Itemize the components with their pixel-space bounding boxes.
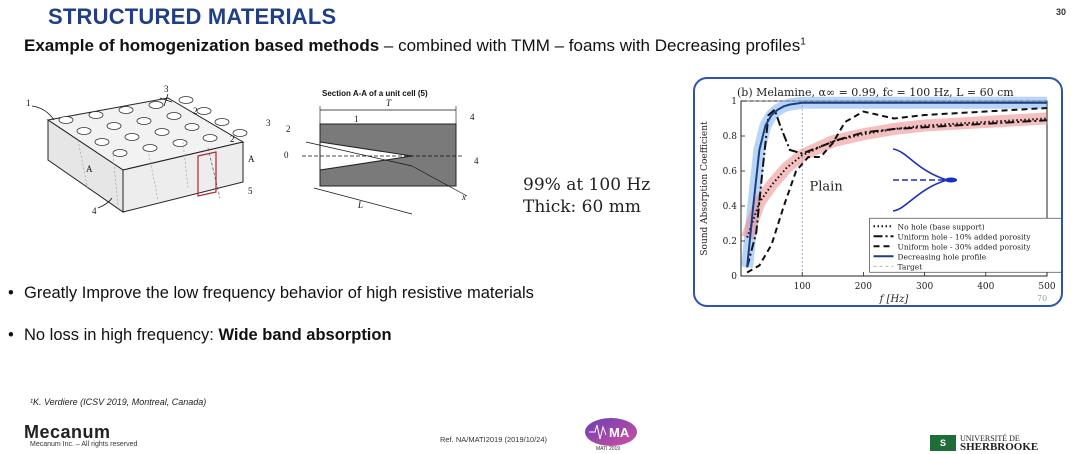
chart-title: (b) Melamine, α∞ = 0.99, fc = 100 Hz, L … [737,86,1014,99]
mecanum-logo: Mecanum [24,422,111,442]
perforated-block-figure: 1 3 2 2 A A 5 4 [26,84,255,216]
fig-left-label-5: 5 [248,186,253,196]
subtitle-footnote-mark: 1 [800,36,806,48]
fig-mid-label-4a: 4 [470,112,475,122]
mecanum-copyright: Mecanum Inc. – All rights reserved [30,441,138,448]
fig-mid-label-x: x [461,192,466,202]
fig-left-label-3: 3 [164,84,169,94]
absorption-chart: (b) Melamine, α∞ = 0.99, fc = 100 Hz, L … [700,86,1080,305]
perforation-hole [148,101,164,109]
footnote: ¹K. Verdiere (ICSV 2019, Montreal, Canad… [30,397,207,407]
chart-corner-label: 70 [1037,294,1047,303]
fig-left-label-2b: 2 [230,134,235,144]
perforation-hole [232,129,248,137]
perforation-hole [142,144,158,152]
bullet-bold-text: Wide band absorption [218,326,392,344]
bullet-list: Greatly Improve the low frequency behavi… [8,283,568,345]
fig-mid-label-3: 3 [266,118,271,128]
series-line-0 [746,117,1048,238]
x-tick-label: 400 [977,282,994,292]
y-tick-label: 0 [731,272,737,282]
subtitle-bold: Example of homogenization based methods [24,36,380,55]
section-title: Section A-A of a unit cell (5) [322,89,428,98]
fig-left-label-2a: 2 [193,106,198,116]
perforation-hole [196,107,212,115]
perforation-hole [202,134,218,142]
subtitle-rest: – combined with TMM – foams with Decreas… [379,36,801,55]
perforation-hole [178,96,194,104]
perforation-hole [124,133,140,141]
fig-mid-label-l: L [357,200,363,210]
bullet-item: Greatly Improve the low frequency behavi… [8,283,568,303]
perforation-hole [94,138,110,146]
bullet-text: No loss in high frequency: [24,326,219,344]
perforation-hole [88,111,104,119]
overlay-line-2: Thick: 60 mm [523,197,641,217]
mati-logo-text: MA [609,425,630,440]
fig-mid-label-2: 2 [286,124,291,134]
bullet-item: No loss in high frequency: Wide band abs… [8,325,568,345]
perforation-hole [214,118,230,126]
y-tick-label: 0.8 [723,132,738,142]
fig-left-label-4: 4 [92,206,97,216]
sherbrooke-badge: S [930,435,956,451]
fig-left-label-1: 1 [26,98,31,108]
fig-mid-label-4b: 4 [474,156,479,166]
y-tick-label: 1 [731,97,737,107]
perforation-hole [58,116,74,124]
x-tick-label: 100 [794,282,811,292]
y-tick-label: 0.4 [723,202,738,212]
perforation-hole [106,122,122,130]
perforation-hole [136,117,152,125]
legend-entry: Decreasing hole profile [898,252,987,261]
y-axis-label: Sound Absorption Coefficient [700,121,710,256]
y-tick-label: 0.2 [723,237,737,247]
x-tick-label: 500 [1038,282,1055,292]
reference-text: Ref. NA/MATI2019 (2019/10/24) [440,435,547,444]
unit-cell-section-figure: Section A-A of a unit cell (5) 1 4 3 2 0… [266,89,479,215]
fig-mid-label-t: T [386,98,392,108]
perforation-hole [154,128,170,136]
profile-tip [945,177,957,183]
slide-subtitle: Example of homogenization based methods … [24,36,806,56]
perforation-hole [184,123,200,131]
absorption-chart-frame: (b) Melamine, α∞ = 0.99, fc = 100 Hz, L … [693,77,1080,307]
legend-entry: Target [898,262,923,271]
legend-entry: Uniform hole - 10% added porosity [898,232,1032,241]
slide-number: 30 [1055,7,1066,17]
x-tick-label: 300 [916,282,933,292]
slide-title: STRUCTURED MATERIALS [48,4,337,29]
fig-left-label-a1: A [86,164,93,174]
mati-caption: MATI 2019 [596,446,621,452]
university-line-1: UNIVERSITÉ DE [960,434,1020,443]
overlay-line-1: 99% at 100 Hz [523,175,651,195]
legend-entry: Uniform hole - 30% added porosity [898,242,1032,251]
perforation-hole [166,112,182,120]
fig-left-label-a2: A [248,154,255,164]
y-tick-label: 0.6 [723,167,738,177]
perforation-hole [172,139,188,147]
bullet-text: Greatly Improve the low frequency behavi… [24,284,534,302]
legend-entry: No hole (base support) [898,222,985,231]
x-tick-label: 200 [855,282,872,292]
university-line-2: SHERBROOKE [960,441,1039,453]
series-line-3 [746,101,1047,268]
sherbrooke-logo: S UNIVERSITÉ DE SHERBROOKE [930,434,1039,453]
perforation-hole [112,149,128,157]
fig-mid-label-1: 1 [354,114,359,124]
x-axis-label: f [Hz] [879,294,909,305]
fig-mid-label-0: 0 [284,150,289,160]
mati-logo: MA [585,418,637,446]
perforation-hole [76,127,92,135]
plain-annotation: Plain [810,179,844,194]
perforation-hole [118,106,134,114]
